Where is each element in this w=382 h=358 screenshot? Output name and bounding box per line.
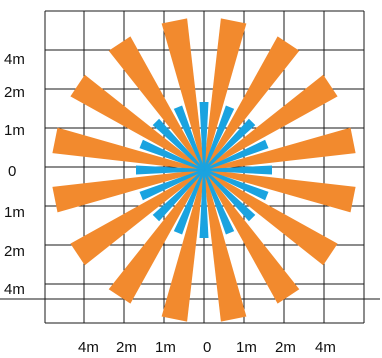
inner-beam (203, 169, 235, 235)
x-label-left-1m: 1m (155, 339, 176, 356)
y-label-top-2m: 2m (4, 84, 25, 101)
inner-beam (203, 139, 269, 171)
outer-beam (203, 169, 300, 304)
inner-beam (152, 169, 205, 222)
inner-beam (173, 169, 205, 235)
inner-beam (203, 118, 256, 171)
outer-beam (203, 169, 356, 213)
x-label-right-2m: 2m (275, 339, 296, 356)
outer-beam (108, 169, 205, 304)
inner-beam (203, 169, 269, 201)
y-axis-labels: 4m 2m 1m 0 1m 2m 4m (4, 51, 25, 298)
inner-beam (204, 165, 272, 175)
inner-detection-beams (136, 102, 272, 238)
outer-beam (203, 18, 247, 171)
outer-beam (70, 169, 205, 266)
outer-beam (203, 169, 247, 322)
outer-beam (203, 169, 338, 266)
inner-beam (199, 102, 209, 170)
x-label-zero: 0 (203, 339, 211, 356)
inner-beam (152, 118, 205, 171)
y-label-zero: 0 (8, 163, 16, 180)
y-label-bottom-4m: 4m (4, 281, 25, 298)
x-label-right-1m: 1m (236, 339, 257, 356)
outer-beam (161, 18, 205, 171)
y-label-bottom-2m: 2m (4, 243, 25, 260)
outer-beam (70, 74, 205, 171)
outer-beam (203, 36, 300, 171)
outer-detection-beams (52, 18, 356, 322)
outer-beam (161, 169, 205, 322)
outer-beam (52, 169, 205, 213)
y-label-top-1m: 1m (4, 122, 25, 139)
y-label-top-4m: 4m (4, 51, 25, 68)
outer-beam (203, 74, 338, 171)
x-label-left-4m: 4m (78, 339, 99, 356)
inner-beam (173, 105, 205, 171)
inner-beam (203, 169, 256, 222)
x-label-right-4m: 4m (315, 339, 336, 356)
y-label-bottom-1m: 1m (4, 204, 25, 221)
inner-beam (136, 165, 204, 175)
inner-beam (199, 170, 209, 238)
outer-beam (52, 127, 205, 171)
inner-beam (203, 105, 235, 171)
inner-beam (139, 169, 205, 201)
inner-beam (139, 139, 205, 171)
x-label-left-2m: 2m (116, 339, 137, 356)
x-axis-labels: 4m 2m 1m 0 1m 2m 4m (78, 339, 336, 356)
outer-beam (108, 36, 205, 171)
outer-beam (203, 127, 356, 171)
